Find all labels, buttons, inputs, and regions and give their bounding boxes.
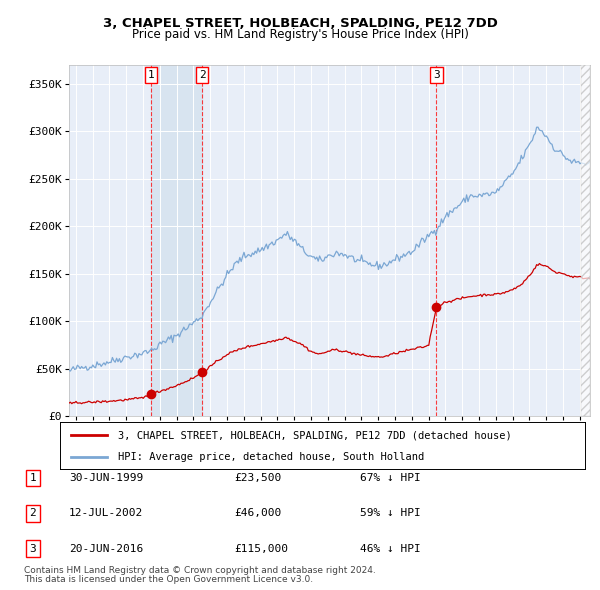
Text: 2: 2 [199, 70, 206, 80]
Polygon shape [581, 65, 590, 416]
Text: Price paid vs. HM Land Registry's House Price Index (HPI): Price paid vs. HM Land Registry's House … [131, 28, 469, 41]
Text: 3, CHAPEL STREET, HOLBEACH, SPALDING, PE12 7DD (detached house): 3, CHAPEL STREET, HOLBEACH, SPALDING, PE… [118, 430, 511, 440]
Text: 59% ↓ HPI: 59% ↓ HPI [360, 509, 421, 518]
Text: 2: 2 [29, 509, 37, 518]
Text: 30-JUN-1999: 30-JUN-1999 [69, 473, 143, 483]
Text: 1: 1 [29, 473, 37, 483]
Text: £115,000: £115,000 [234, 544, 288, 553]
Bar [151, 65, 202, 416]
Text: 20-JUN-2016: 20-JUN-2016 [69, 544, 143, 553]
Text: 3: 3 [29, 544, 37, 553]
Text: £23,500: £23,500 [234, 473, 281, 483]
Text: HPI: Average price, detached house, South Holland: HPI: Average price, detached house, Sout… [118, 453, 424, 462]
Text: 46% ↓ HPI: 46% ↓ HPI [360, 544, 421, 553]
Text: 3: 3 [433, 70, 440, 80]
Text: 12-JUL-2002: 12-JUL-2002 [69, 509, 143, 518]
Text: Contains HM Land Registry data © Crown copyright and database right 2024.: Contains HM Land Registry data © Crown c… [24, 566, 376, 575]
Text: 3, CHAPEL STREET, HOLBEACH, SPALDING, PE12 7DD: 3, CHAPEL STREET, HOLBEACH, SPALDING, PE… [103, 17, 497, 30]
Text: 67% ↓ HPI: 67% ↓ HPI [360, 473, 421, 483]
Text: 1: 1 [148, 70, 155, 80]
Text: £46,000: £46,000 [234, 509, 281, 518]
Text: This data is licensed under the Open Government Licence v3.0.: This data is licensed under the Open Gov… [24, 575, 313, 584]
